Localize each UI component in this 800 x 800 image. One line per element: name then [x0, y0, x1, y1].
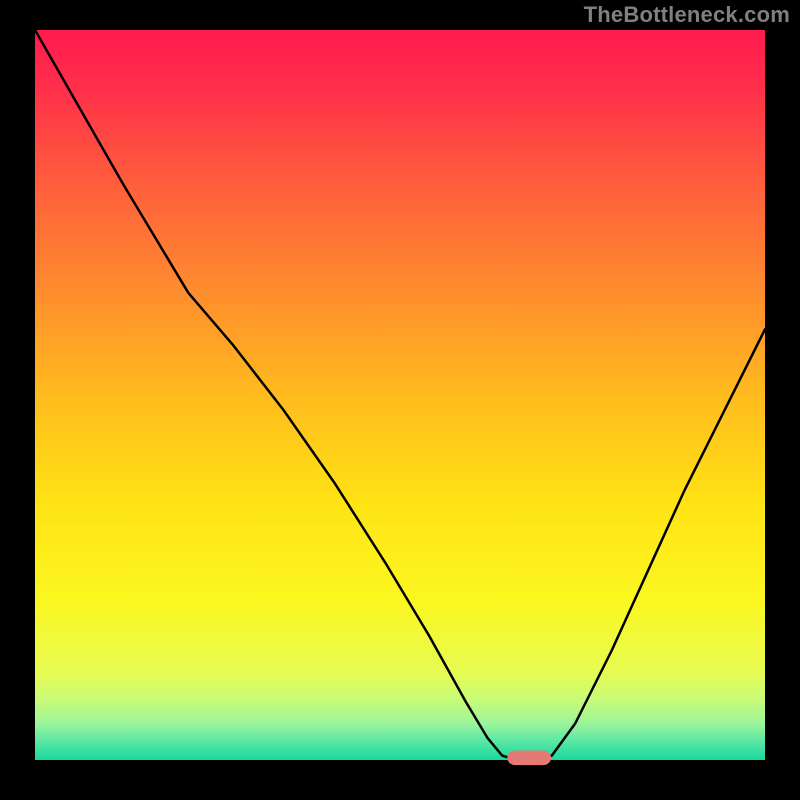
optimal-marker: [507, 751, 551, 766]
chart-stage: TheBottleneck.com: [0, 0, 800, 800]
watermark-text: TheBottleneck.com: [584, 2, 790, 28]
plot-area: [35, 30, 765, 760]
chart-svg: [0, 0, 800, 800]
